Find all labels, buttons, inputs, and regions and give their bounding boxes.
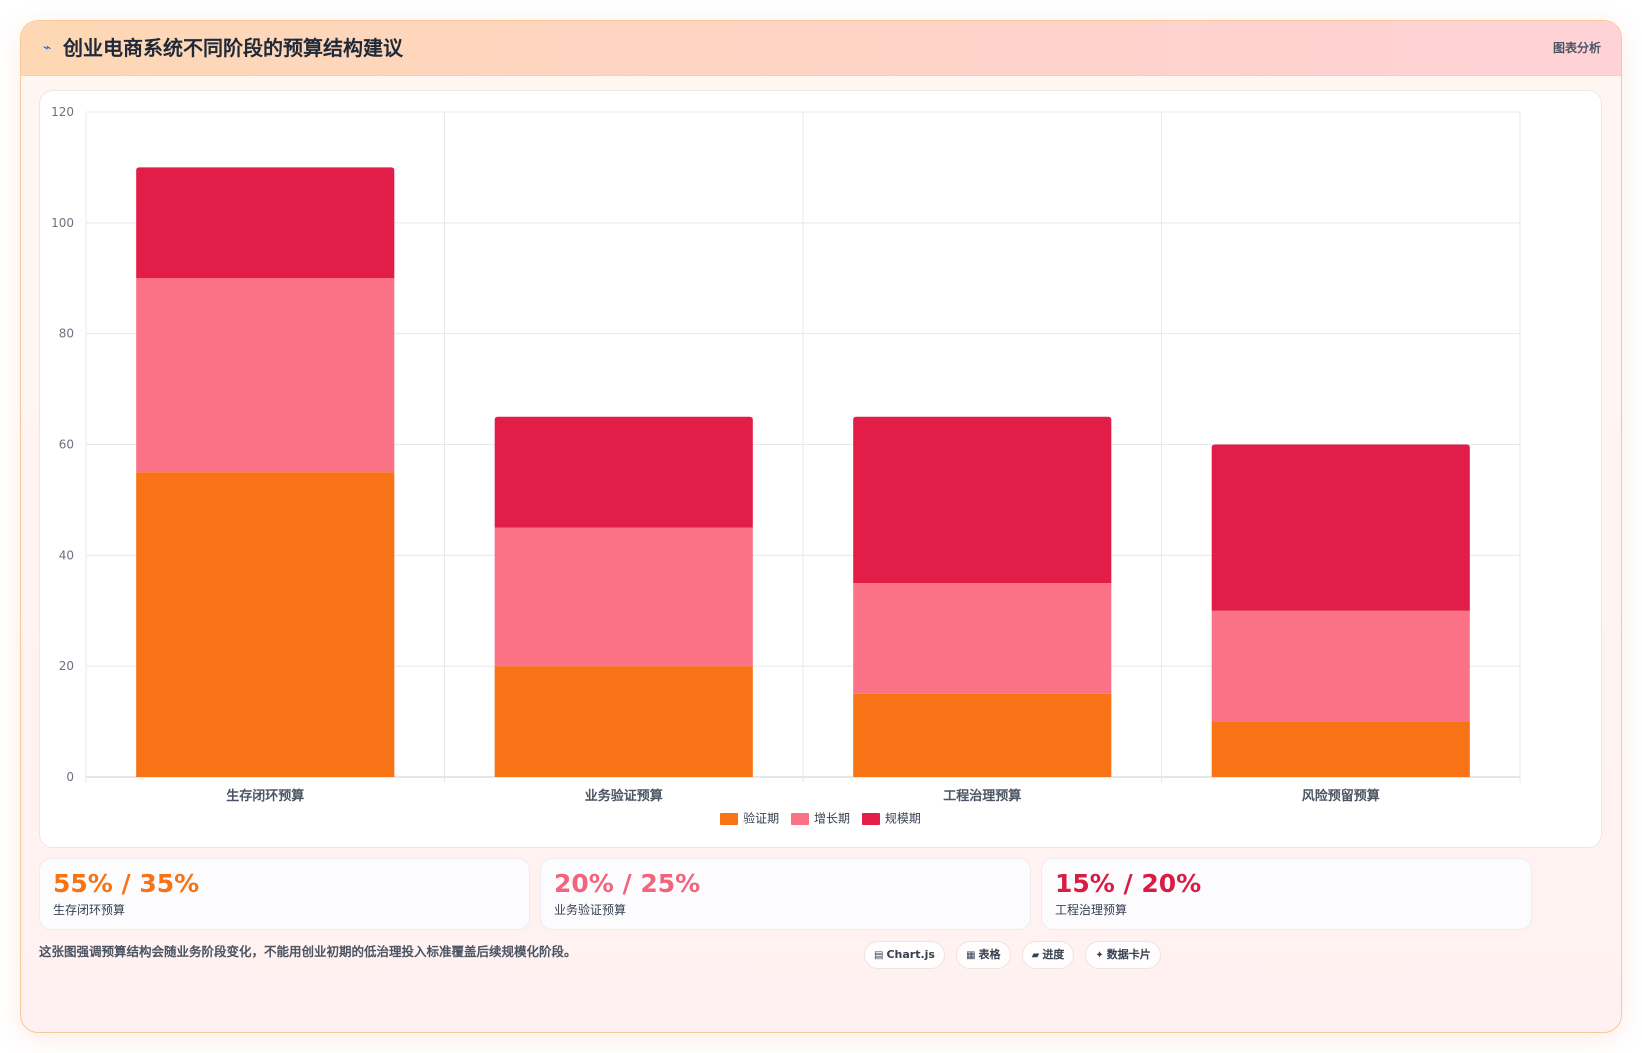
y-tick-label: 80 [59, 327, 74, 341]
legend-swatch-scale [861, 812, 880, 825]
legend-swatch-verify [720, 812, 739, 825]
bar-segment [136, 472, 395, 777]
bar-segment [1211, 444, 1470, 611]
bar-segment [853, 583, 1112, 694]
stat-label-validation: 业务验证预算 [554, 903, 627, 917]
bar-segment [494, 527, 753, 667]
chart-title: 创业电商系统不同阶段的预算结构建议 [63, 36, 403, 60]
chip-label-chartjs: Chart.js [886, 948, 935, 961]
stat-card-survival: 55% / 35% 生存闭环预算 [39, 858, 530, 930]
stacked-bar-chart: 0 20 40 60 80 100 120 生存闭环预算 业务验证预算 工程治理预算 风险预留预算 [51, 105, 1521, 804]
bar-segment [853, 416, 1112, 584]
legend-label-scale: 规模期 [884, 811, 921, 826]
stat-label-engineering: 工程治理预算 [1055, 903, 1128, 917]
bar-segment [1211, 610, 1470, 722]
progress-icon: ▰ [1031, 950, 1040, 961]
legend-item-scale[interactable]: 规模期 [861, 810, 921, 827]
bar-segment [494, 416, 753, 528]
y-tick-label: 100 [51, 216, 74, 230]
legend-item-verify[interactable]: 验证期 [720, 810, 779, 827]
chart-icon: ⌁ [43, 40, 52, 56]
x-tick-label: 风险预留预算 [1302, 788, 1380, 804]
chip-progress[interactable]: ▰ 进度 [1021, 941, 1075, 969]
table-icon: ▦ [966, 950, 976, 961]
chip-table[interactable]: ▦ 表格 [956, 941, 1011, 969]
stat-value-validation: 20% / 25% [554, 869, 701, 898]
y-tick-label: 120 [51, 105, 74, 119]
legend-label-growth: 增长期 [813, 811, 850, 826]
stat-label-survival: 生存闭环预算 [53, 903, 126, 917]
chip-label-table: 表格 [978, 948, 1001, 961]
y-tick-label: 0 [66, 770, 74, 784]
x-tick-label: 工程治理预算 [943, 788, 1021, 804]
legend-swatch-growth [790, 812, 809, 825]
stat-card-engineering: 15% / 20% 工程治理预算 [1041, 858, 1532, 930]
analysis-tag: 图表分析 [1552, 41, 1601, 55]
bar-segment [136, 167, 395, 279]
y-tick-label: 40 [59, 548, 74, 562]
legend-item-growth[interactable]: 增长期 [790, 810, 850, 827]
bar-segment [136, 278, 395, 473]
chart-legend: 验证期 增长期 规模期 [40, 810, 1601, 827]
stat-value-survival: 55% / 35% [53, 869, 200, 898]
chip-label-progress: 进度 [1042, 948, 1065, 961]
chart-note: 这张图强调预算结构会随业务阶段变化，不能用创业初期的低治理投入标准覆盖后续规模化… [39, 944, 577, 959]
stat-value-engineering: 15% / 20% [1055, 869, 1202, 898]
chart-panel: 0 20 40 60 80 100 120 生存闭环预算 业务验证预算 工程治理预算 风险预留预算 … [39, 90, 1602, 848]
chart-card: ⌁ 创业电商系统不同阶段的预算结构建议 图表分析 0 20 40 60 80 100 120… [20, 20, 1622, 1033]
x-tick-label: 业务验证预算 [585, 788, 663, 804]
chip-chartjs[interactable]: ▤ Chart.js [864, 941, 945, 969]
stat-card-validation: 20% / 25% 业务验证预算 [540, 858, 1031, 930]
legend-label-verify: 验证期 [743, 811, 780, 826]
x-tick-label: 生存闭环预算 [226, 788, 304, 804]
feature-chips: ▤ Chart.js ▦ 表格 ▰ 进度 ✦ 数据卡片 [864, 941, 1167, 969]
y-tick-label: 60 [59, 438, 74, 452]
card-header: ⌁ 创业电商系统不同阶段的预算结构建议 图表分析 [21, 21, 1621, 76]
bar-segment [853, 693, 1112, 777]
sparkle-icon: ✦ [1095, 950, 1104, 961]
chip-data-card[interactable]: ✦ 数据卡片 [1085, 941, 1161, 969]
bar-segment [1211, 721, 1470, 777]
chart-doc-icon: ▤ [874, 950, 884, 961]
bar-segment [494, 666, 753, 777]
y-tick-label: 20 [59, 659, 74, 673]
chip-label-data-card: 数据卡片 [1106, 948, 1151, 961]
